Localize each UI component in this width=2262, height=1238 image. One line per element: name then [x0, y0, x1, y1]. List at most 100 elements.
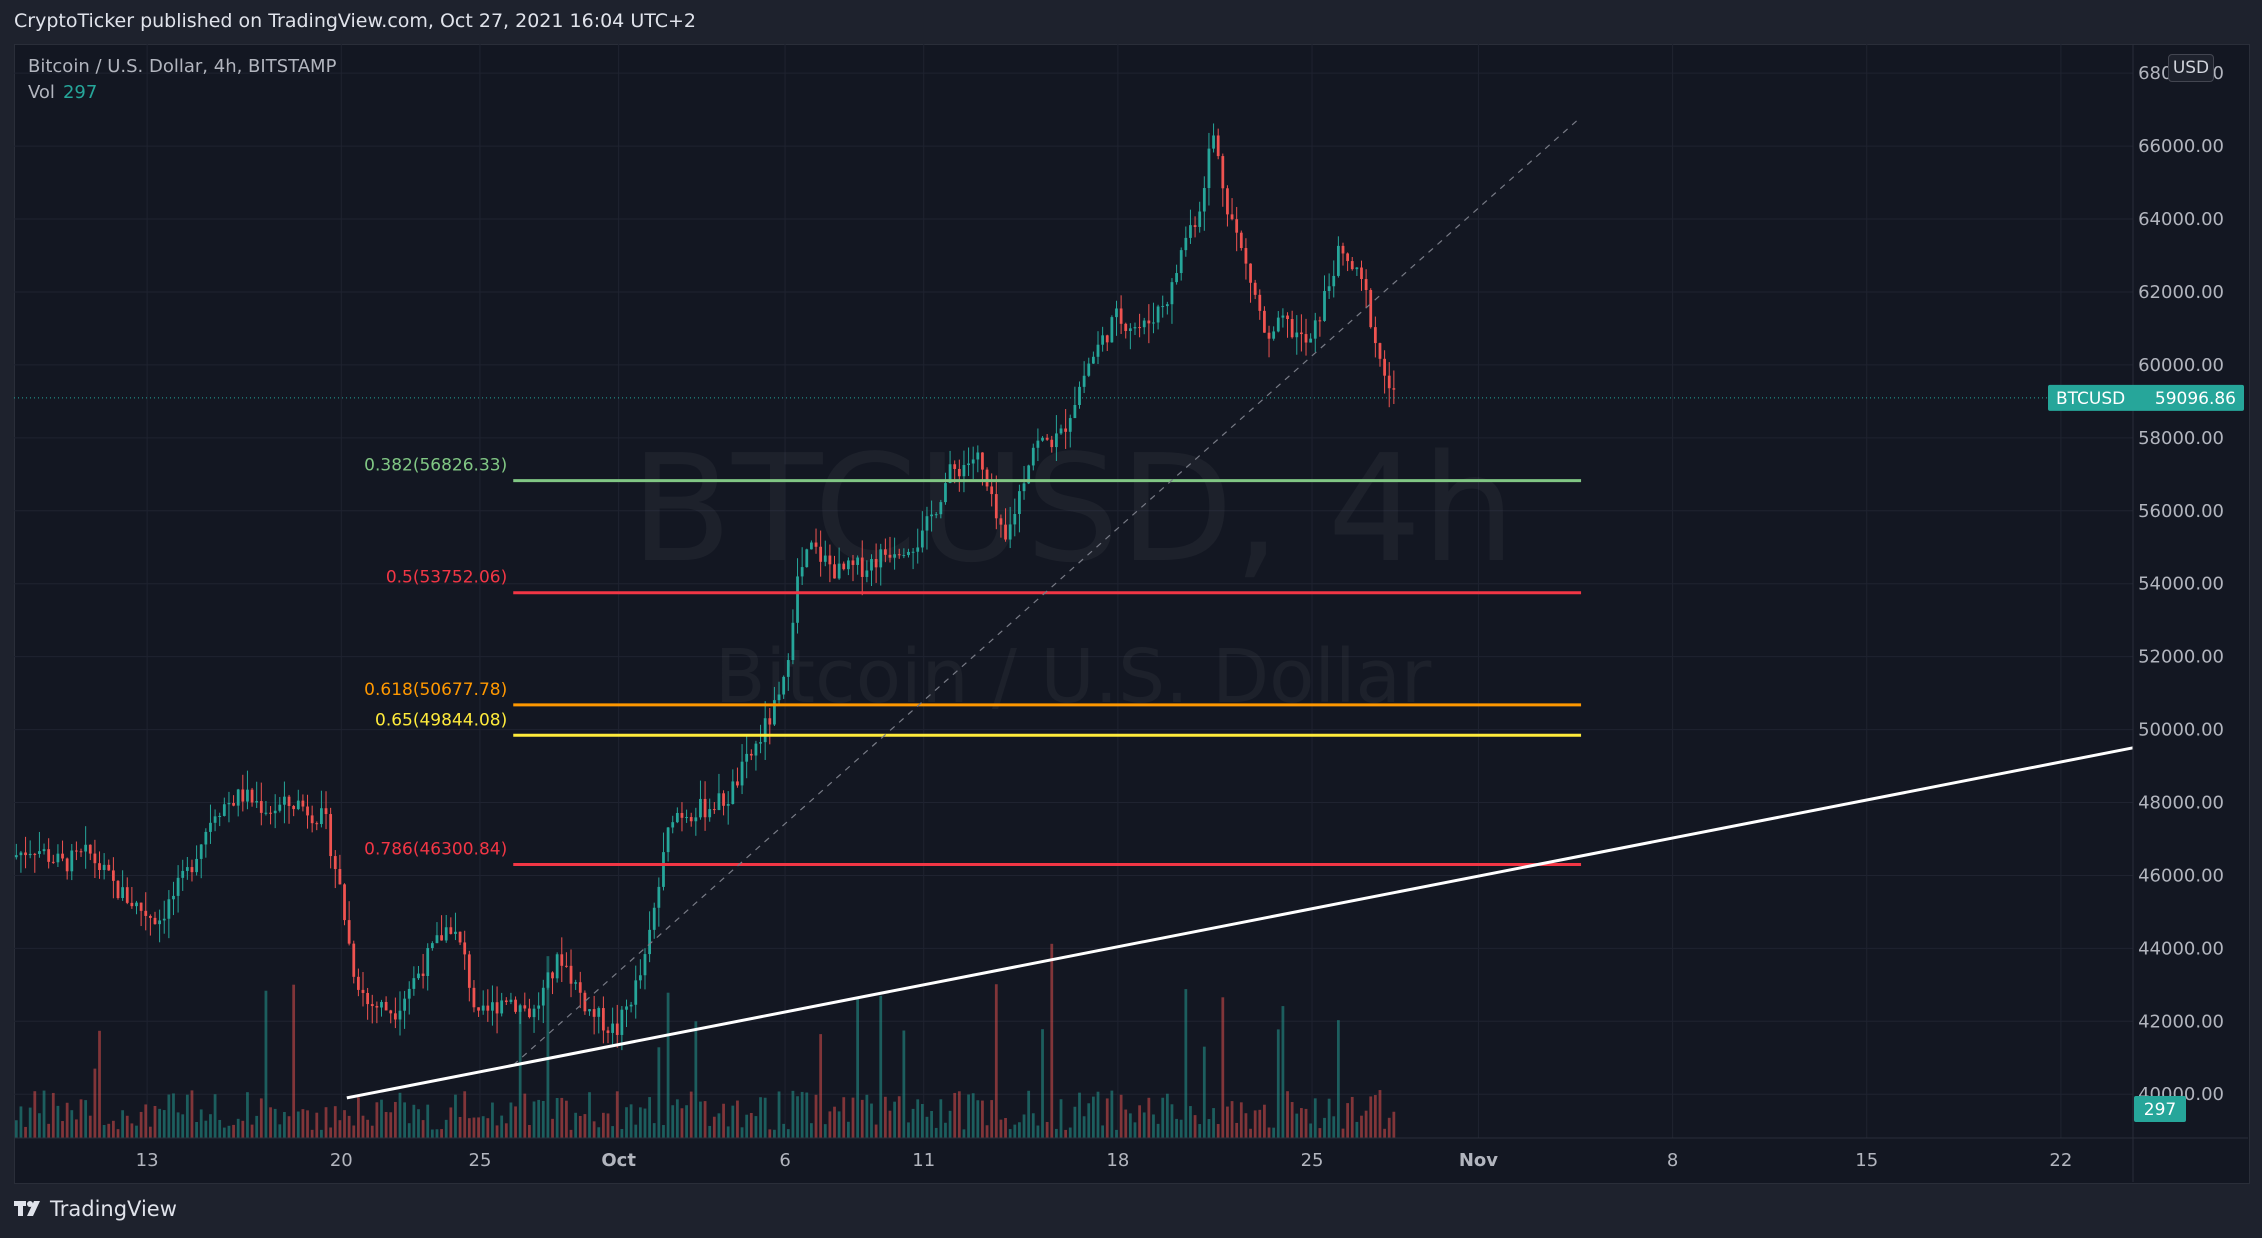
- volume-bar: [1156, 1123, 1160, 1138]
- volume-bar: [1198, 1124, 1202, 1138]
- volume-bar: [19, 1106, 23, 1138]
- volume-bar: [375, 1102, 379, 1138]
- volume-bar: [421, 1120, 425, 1138]
- volume-bar: [227, 1125, 231, 1138]
- candle-body: [1309, 338, 1313, 343]
- volume-bar: [662, 1125, 665, 1138]
- candle-body: [1110, 317, 1114, 343]
- volume-bar: [1323, 1117, 1326, 1138]
- volume-bar: [1115, 1129, 1118, 1138]
- candle-body: [856, 557, 860, 565]
- volume-bar: [1253, 1110, 1257, 1138]
- fib-level-label: 0.618(50677.78): [364, 680, 507, 700]
- candle-body: [689, 817, 693, 822]
- volume-bar: [1304, 1108, 1308, 1138]
- candle-body: [1235, 219, 1239, 233]
- volume-bar: [777, 1091, 781, 1138]
- candle-body: [874, 558, 878, 568]
- volume-bar: [565, 1100, 568, 1138]
- volume-bar: [467, 1118, 471, 1138]
- volume-bar: [153, 1105, 157, 1138]
- volume-bar: [569, 1129, 573, 1138]
- volume-bar: [1091, 1096, 1095, 1138]
- candle-body: [726, 804, 730, 806]
- last-price-value: 59096.86: [2155, 389, 2236, 409]
- candle-body: [412, 978, 416, 989]
- candle-body: [320, 808, 323, 825]
- volume-bar: [1147, 1097, 1151, 1138]
- candle-body: [181, 870, 185, 878]
- candle-body: [685, 817, 688, 819]
- fib-level-label: 0.786(46300.84): [364, 839, 507, 859]
- volume-bar: [130, 1123, 134, 1138]
- volume-bar: [98, 1030, 101, 1138]
- volume-bar: [1378, 1090, 1382, 1138]
- candle-body: [643, 954, 647, 976]
- candle-body: [1221, 156, 1225, 189]
- candle-body: [1295, 332, 1299, 338]
- chart-area[interactable]: [14, 44, 2250, 1184]
- volume-bar: [934, 1127, 938, 1138]
- volume-bar: [1110, 1090, 1114, 1138]
- volume-legend[interactable]: Vol 297: [28, 82, 97, 103]
- volume-bar: [347, 1115, 351, 1138]
- candle-body: [158, 920, 161, 925]
- volume-bar: [1059, 1099, 1063, 1138]
- candle-body: [1101, 335, 1105, 345]
- candle-body: [981, 452, 984, 470]
- candle-body: [703, 798, 707, 818]
- volume-bar: [213, 1094, 217, 1138]
- trendlines[interactable]: [346, 116, 2134, 1100]
- volume-bar: [79, 1099, 83, 1138]
- volume-bar: [1045, 1121, 1049, 1138]
- volume-bar: [1170, 1104, 1174, 1138]
- symbol-legend[interactable]: Bitcoin / U.S. Dollar, 4h, BITSTAMP: [28, 56, 337, 77]
- candle-body: [306, 806, 309, 816]
- volume-bar: [88, 1115, 92, 1138]
- time-axis[interactable]: 13 20 25 Oct 6 11 18 25 Nov 8 15 22: [14, 1137, 2248, 1171]
- volume-bar: [1383, 1128, 1386, 1138]
- candle-body: [1142, 320, 1146, 328]
- grid: [14, 44, 2133, 1138]
- currency-button[interactable]: USD: [2168, 54, 2214, 82]
- tradingview-logo[interactable]: TradingView: [14, 1197, 177, 1221]
- candle-body: [846, 560, 850, 570]
- candle-body: [421, 973, 425, 977]
- volume-bar: [384, 1111, 388, 1138]
- volume-bar: [1290, 1102, 1294, 1138]
- candle-body: [352, 943, 356, 977]
- volume-bar: [578, 1115, 582, 1138]
- candle-body: [1202, 188, 1206, 212]
- volume-bar: [407, 1123, 411, 1138]
- candle-body: [1355, 267, 1359, 270]
- fib-retracement[interactable]: 0.382(56826.33) 0.5(53752.06) 0.618(50677.…: [364, 456, 1582, 866]
- volume-bar: [1082, 1116, 1086, 1138]
- volume-bar: [1369, 1096, 1373, 1138]
- candle-body: [241, 789, 245, 802]
- volume-bar: [1258, 1109, 1262, 1138]
- candle-body: [916, 547, 920, 552]
- candle-body: [518, 1005, 522, 1012]
- volume-bar: [1230, 1101, 1234, 1138]
- volume-bar: [574, 1112, 578, 1138]
- watermark-ticker: BTCUSD, 4h: [631, 423, 1516, 595]
- candle-body: [712, 809, 716, 811]
- volume-bar: [1013, 1124, 1017, 1138]
- volume-bar: [148, 1126, 152, 1138]
- candle-body: [1341, 245, 1345, 254]
- volume-bar: [435, 1129, 439, 1138]
- volume-bar: [495, 1125, 499, 1138]
- volume-bar: [749, 1112, 753, 1138]
- volume-bar: [1096, 1091, 1100, 1138]
- volume-bar: [380, 1099, 383, 1138]
- candle-body: [426, 948, 430, 977]
- volume-bar: [1101, 1125, 1105, 1138]
- volume-bar: [944, 1122, 947, 1138]
- candle-body: [634, 980, 638, 1005]
- volume-bar: [657, 1047, 661, 1138]
- fib-level-label: 0.5(53752.06): [386, 568, 507, 588]
- candle-body: [98, 863, 101, 870]
- price-axis[interactable]: 40000.0042000.0044000.0046000.0048000.00…: [2132, 44, 2224, 1182]
- volume-bar: [722, 1103, 725, 1138]
